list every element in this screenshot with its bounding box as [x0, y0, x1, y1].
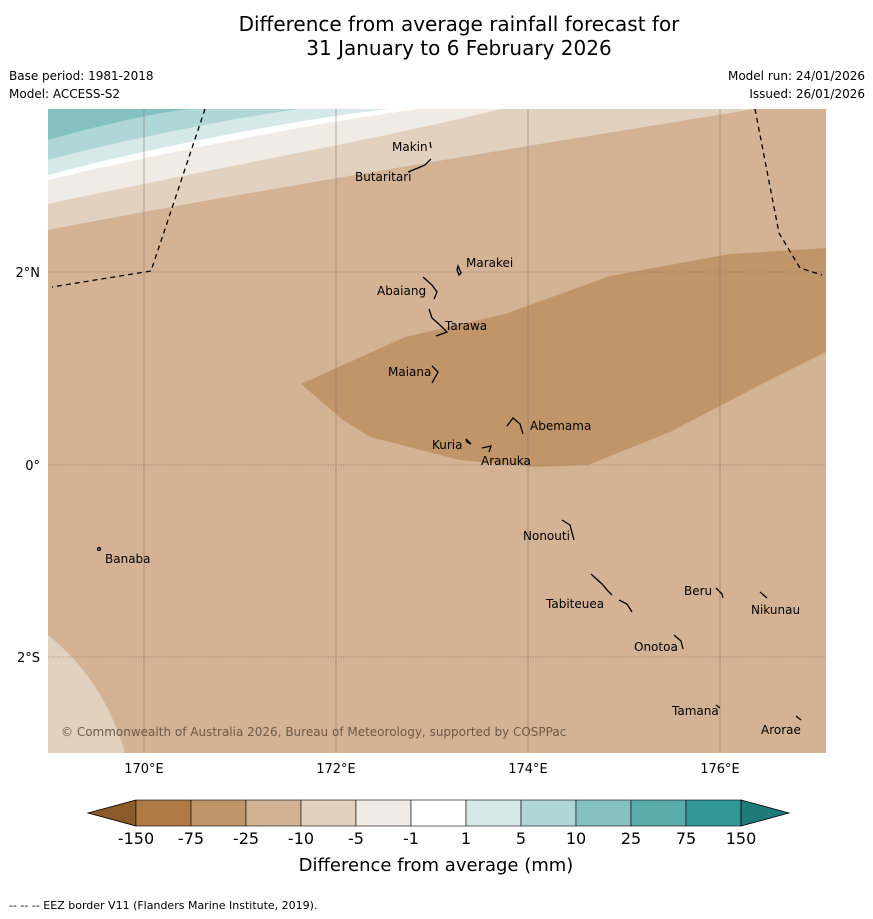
lat-tick-label: 0° [25, 459, 40, 474]
meta-left: Base period: 1981-2018 Model: ACCESS-S2 [9, 67, 154, 103]
rainfall-band-plus10 [48, 109, 190, 140]
copyright-notice: © Commonwealth of Australia 2026, Bureau… [61, 725, 566, 739]
colorbar-tick-label: 5 [516, 829, 526, 848]
place-label: Tamana [671, 704, 719, 718]
colorbar-tick-label: -5 [348, 829, 364, 848]
lon-tick-label: 174°E [508, 762, 548, 777]
colorbar-segment [245, 799, 302, 827]
island-aranuka [481, 445, 492, 453]
colorbar-segment [190, 799, 247, 827]
island-makin [429, 141, 432, 149]
colorbar-segment [410, 799, 467, 827]
island-maiana [431, 365, 439, 384]
place-label: Nonouti [523, 529, 570, 543]
issued-date: Issued: 26/01/2026 [749, 87, 865, 101]
island-banaba [96, 546, 102, 552]
place-label: Nikunau [751, 603, 800, 617]
lon-tick-label: 176°E [700, 762, 740, 777]
colorbar-extend-high [740, 799, 791, 827]
chart-title: Difference from average rainfall forecas… [0, 12, 873, 60]
island-tabiteuea [590, 573, 633, 613]
place-label: Makin [392, 140, 428, 154]
meta-right: Model run: 24/01/2026 Issued: 26/01/2026 [728, 67, 865, 103]
island-kuria [465, 438, 472, 445]
colorbar-segment [630, 799, 687, 827]
colorbar-segment [135, 799, 192, 827]
island-onotoa [673, 634, 684, 650]
lat-tick-label: 2°S [17, 651, 40, 666]
place-label: Butaritari [355, 170, 412, 184]
place-label: Maiana [388, 365, 431, 379]
island-nonouti [561, 519, 575, 541]
island-arorae [795, 715, 802, 721]
island-beru [715, 587, 724, 599]
colorbar-tick-label: -25 [233, 829, 259, 848]
colorbar-segment [465, 799, 522, 827]
colorbar-extend-low [86, 799, 137, 827]
place-label: Tabiteuea [545, 597, 604, 611]
title-line-2: 31 January to 6 February 2026 [306, 36, 612, 60]
colorbar-tick-label: 10 [566, 829, 586, 848]
colorbar-tick-label: -1 [403, 829, 419, 848]
colorbar-tick-label: -75 [178, 829, 204, 848]
eez-footnote: -- -- -- EEZ border V11 (Flanders Marine… [9, 899, 318, 912]
island-tarawa [428, 308, 449, 337]
colorbar-segment [355, 799, 412, 827]
colorbar-segment [300, 799, 357, 827]
island-nikunau [759, 591, 768, 599]
island-tamana [715, 704, 721, 709]
lat-tick-label: 2°N [16, 266, 41, 281]
colorbar-tick-label: 1 [461, 829, 471, 848]
place-label: Tarawa [444, 319, 487, 333]
lon-tick-label: 170°E [124, 762, 164, 777]
lat-lines [48, 271, 826, 658]
eez-border [51, 109, 823, 288]
colorbar-tick-label: -150 [118, 829, 154, 848]
place-label: Aranuka [481, 454, 531, 468]
colorbar-segment [685, 799, 742, 827]
island-butaritari [407, 158, 432, 173]
colorbar-title: Difference from average (mm) [299, 855, 574, 876]
colorbar-tick-label: 75 [676, 829, 696, 848]
colorbar-segment [520, 799, 577, 827]
island-abemama [506, 417, 524, 435]
colorbar-tick-label: 150 [726, 829, 757, 848]
place-label: Onotoa [634, 640, 678, 654]
rainfall-band-minus25 [301, 248, 826, 467]
place-label: Arorae [761, 723, 801, 737]
colorbar-tick-label: -10 [288, 829, 314, 848]
island-marakei [456, 263, 462, 277]
place-label: Banaba [105, 552, 151, 566]
place-label: Abemama [530, 419, 591, 433]
place-label: Beru [684, 584, 712, 598]
place-label: Abaiang [377, 284, 426, 298]
model-run: Model run: 24/01/2026 [727, 69, 865, 83]
place-label: Marakei [466, 256, 513, 270]
rainfall-band-minus10-south [48, 635, 125, 753]
colorbar-segment [575, 799, 632, 827]
island-outlines [96, 141, 802, 721]
map-area: Makin Butaritari Marakei Abaiang Tarawa … [48, 109, 826, 753]
place-label: Kuria [432, 438, 463, 452]
title-line-1: Difference from average rainfall forecas… [238, 12, 680, 36]
colorbar: -150 -75 -25 -10 -5 -1 1 5 10 25 75 150 [86, 799, 791, 848]
colorbar-tick-label: 25 [621, 829, 641, 848]
base-period: Base period: 1981-2018 [9, 69, 154, 83]
lon-tick-label: 172°E [316, 762, 356, 777]
island-abaiang [422, 276, 438, 300]
model-name: Model: ACCESS-S2 [9, 87, 121, 101]
graticule [143, 109, 721, 753]
